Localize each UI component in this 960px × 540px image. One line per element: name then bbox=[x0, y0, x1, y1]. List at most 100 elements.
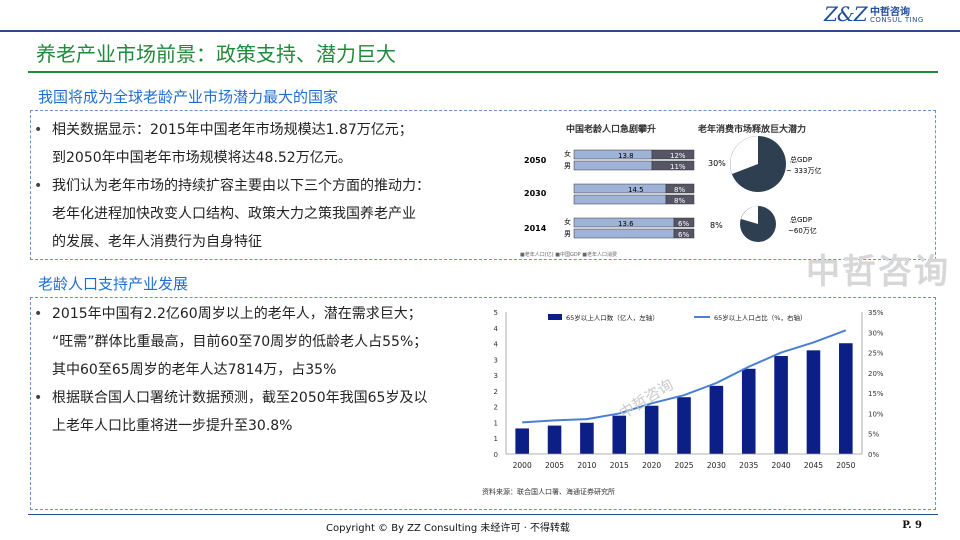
y-right-tick-label: 10% bbox=[868, 410, 884, 418]
y-right-tick-label: 5% bbox=[868, 431, 879, 439]
y-left-tick-label: 2 bbox=[494, 404, 498, 412]
list-item: 的发展、老年人消费行为自身特征 bbox=[52, 234, 262, 250]
svg-text:14.5: 14.5 bbox=[628, 186, 644, 194]
svg-text:30%: 30% bbox=[708, 159, 726, 168]
y-right-tick-label: 15% bbox=[868, 390, 884, 398]
x-tick-label: 2030 bbox=[707, 461, 726, 470]
bar bbox=[741, 368, 756, 454]
logo: Z&Z 中哲咨询 CONSUL TING bbox=[824, 2, 932, 28]
legend-label-bar: 65岁以上人口数（亿人，左轴） bbox=[566, 313, 659, 322]
logo-mark: Z&Z bbox=[824, 2, 868, 26]
list-item: 到2050年中国老年市场规模将达48.52万亿元。 bbox=[52, 150, 352, 166]
bar-2050-female bbox=[573, 149, 653, 160]
bar bbox=[547, 425, 562, 454]
svg-text:8%: 8% bbox=[674, 186, 685, 194]
x-tick-label: 2015 bbox=[610, 461, 629, 470]
footer-divider bbox=[28, 514, 938, 515]
bar-2050-male bbox=[573, 160, 653, 171]
population-chart: 0 1 1 2 2 3 3 4 4 5 0% 5% 10% 15% 20% 25% 30% 35% 2000 2005… bbox=[482, 309, 884, 496]
x-tick-label: 2050 bbox=[836, 461, 855, 470]
x-tick-label: 2035 bbox=[739, 461, 758, 470]
top-divider bbox=[0, 30, 960, 32]
legend-label-line: 65岁以上人口占比（%，右轴） bbox=[714, 313, 806, 322]
bar bbox=[644, 405, 659, 454]
bar bbox=[774, 356, 788, 454]
svg-text:~ 333万亿: ~ 333万亿 bbox=[786, 166, 821, 175]
chart-axes: 0 1 1 2 2 3 3 4 4 5 0% 5% 10% 15% 20% 25% 30% 35% 2000 2005… bbox=[494, 309, 884, 470]
svg-text:6%: 6% bbox=[678, 220, 689, 228]
y-left-tick-label: 1 bbox=[494, 435, 498, 443]
infographic-left-title: 中国老龄人口急剧攀升 bbox=[566, 123, 656, 135]
svg-text:女: 女 bbox=[564, 217, 571, 226]
y-right-tick-label: 0% bbox=[868, 451, 879, 459]
x-tick-label: 2025 bbox=[674, 461, 693, 470]
svg-text:~60万亿: ~60万亿 bbox=[788, 226, 817, 235]
x-tick-label: 2010 bbox=[577, 461, 596, 470]
y-left-tick-label: 4 bbox=[494, 325, 499, 333]
section2-bullets: • 2015年中国有2.2亿60周岁以上的老年人，潜在需求巨大； “旺需”群体比重… bbox=[30, 300, 500, 440]
list-item: 老年化进程加快改变人口结构、政策大力之策我国养老产业 bbox=[52, 206, 416, 222]
y-left-tick-label: 2 bbox=[494, 388, 498, 396]
aging-infographic: 中国老龄人口急剧攀升 老年消费市场释放巨大潜力 2050 女 男 13.8 12… bbox=[520, 123, 821, 258]
chart-legend: 65岁以上人口数（亿人，左轴） 65岁以上人口占比（%，右轴） bbox=[548, 313, 806, 322]
x-tick-label: 2005 bbox=[545, 461, 564, 470]
section1-bullets: • 相关数据显示：2015年中国老年市场规模达1.87万亿元； 到2050年中国老… bbox=[30, 116, 500, 256]
svg-text:8%: 8% bbox=[710, 221, 723, 230]
bar bbox=[677, 397, 691, 454]
list-item: • 我们认为老年市场的持续扩容主要由以下三个方面的推动力： bbox=[34, 178, 430, 194]
y-left-tick-label: 3 bbox=[494, 372, 498, 380]
svg-text:女: 女 bbox=[564, 149, 571, 158]
footer-copyright: Copyright © By ZZ Consulting 未经许可 · 不得转载 bbox=[326, 523, 570, 534]
infographic-right-title: 老年消费市场释放巨大潜力 bbox=[697, 123, 806, 135]
watermark: 中哲咨询 bbox=[806, 252, 950, 292]
x-tick-label: 2020 bbox=[642, 461, 661, 470]
bar bbox=[709, 385, 724, 454]
list-item: • 根据联合国人口署统计数据预测，截至2050年我国65岁及以 bbox=[34, 390, 428, 406]
bar bbox=[612, 415, 627, 454]
svg-text:男: 男 bbox=[564, 230, 571, 238]
section1-box bbox=[30, 110, 936, 260]
y-right-tick-label: 30% bbox=[868, 329, 884, 337]
y-left-tick-label: 1 bbox=[494, 419, 498, 427]
bar-2030-male bbox=[573, 194, 667, 205]
y-left-tick-label: 5 bbox=[494, 309, 498, 317]
svg-text:11%: 11% bbox=[670, 163, 686, 171]
section2-heading: 老龄人口支持产业发展 bbox=[38, 275, 189, 293]
bar-2050-male-pct bbox=[651, 160, 695, 171]
section2-box bbox=[30, 297, 936, 510]
svg-text:12%: 12% bbox=[670, 152, 686, 160]
y-right-tick-label: 25% bbox=[868, 350, 884, 358]
svg-text:总GDP: 总GDP bbox=[790, 215, 812, 224]
bar-2014-male bbox=[573, 228, 675, 239]
svg-text:8%: 8% bbox=[674, 197, 685, 205]
y-left-tick-label: 4 bbox=[494, 341, 499, 349]
x-tick-label: 2040 bbox=[772, 461, 791, 470]
year-label: 2014 bbox=[524, 224, 547, 233]
x-tick-label: 2045 bbox=[804, 461, 823, 470]
svg-text:13.8: 13.8 bbox=[618, 152, 634, 160]
list-item: 上老年人口比重将进一步提升至30.8% bbox=[52, 418, 293, 434]
y-right-tick-label: 35% bbox=[868, 309, 884, 317]
y-left-tick-label: 0 bbox=[494, 451, 498, 459]
chart-bars bbox=[515, 343, 853, 454]
series-line bbox=[522, 329, 847, 424]
bar bbox=[580, 422, 594, 454]
y-right-tick-label: 20% bbox=[868, 370, 884, 378]
year-label: 2050 bbox=[524, 156, 547, 165]
chart-source: 资料来源：联合国人口署、海通证券研究所 bbox=[482, 487, 615, 496]
bar bbox=[515, 428, 529, 454]
svg-text:总GDP: 总GDP bbox=[790, 155, 812, 164]
svg-text:13.6: 13.6 bbox=[618, 220, 634, 228]
list-item: “旺需”群体比重最高，目前60至70周岁的低龄老人占55%； bbox=[52, 334, 428, 350]
x-tick-label: 2000 bbox=[513, 461, 532, 470]
legend-swatch-bar bbox=[548, 314, 562, 320]
chart-line bbox=[522, 329, 847, 424]
logo-cn: 中哲咨询 bbox=[870, 7, 910, 18]
list-item: • 2015年中国有2.2亿60周岁以上的老年人，潜在需求巨大； bbox=[34, 306, 422, 322]
bar bbox=[839, 343, 853, 454]
page-number: P. 9 bbox=[902, 520, 922, 531]
list-item: 其中60至65周岁的老年人达7814万，占35% bbox=[52, 362, 337, 378]
list-item: • 相关数据显示：2015年中国老年市场规模达1.87万亿元； bbox=[34, 122, 413, 138]
year-label: 2030 bbox=[524, 189, 547, 198]
page-title: 养老产业市场前景：政策支持、潜力巨大 bbox=[36, 42, 396, 66]
